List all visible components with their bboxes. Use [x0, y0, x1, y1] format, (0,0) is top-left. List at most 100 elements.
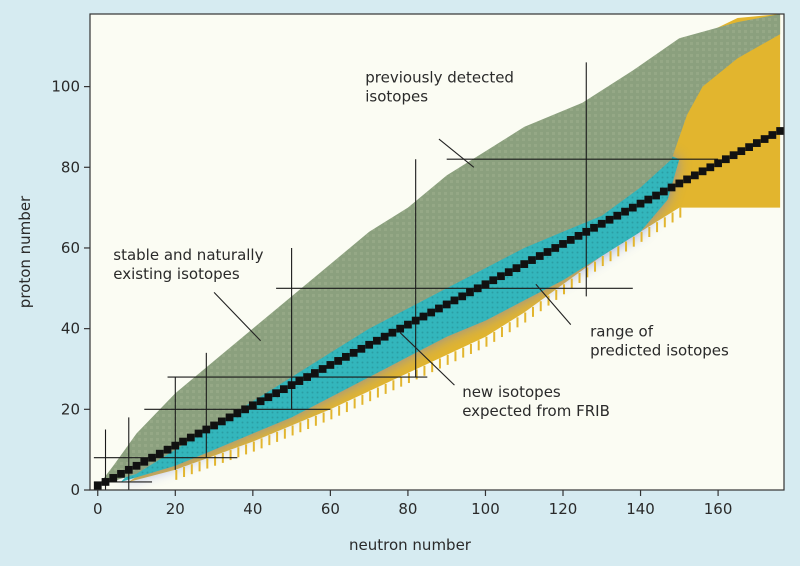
y-tick-label: 40: [61, 320, 80, 338]
stable-isotope: [148, 453, 156, 462]
stable-isotope: [117, 469, 125, 478]
stable-isotope: [481, 280, 490, 289]
stable-isotope: [652, 191, 660, 200]
stable-isotope: [760, 135, 769, 143]
predicted-step: [563, 284, 566, 295]
stable-isotope: [621, 207, 629, 216]
x-axis-title: neutron number: [349, 536, 472, 554]
stable-isotope: [241, 405, 249, 414]
annotation-line: stable and naturally: [113, 246, 263, 264]
predicted-step: [314, 415, 317, 426]
stable-isotope: [535, 252, 544, 260]
predicted-step: [322, 412, 325, 423]
predicted-step: [601, 256, 604, 267]
stable-isotope: [512, 264, 521, 273]
annotation-line: previously detected: [365, 69, 514, 87]
stable-isotope: [194, 429, 203, 438]
stable-isotope: [310, 369, 319, 377]
y-tick-label: 0: [70, 481, 80, 499]
predicted-step: [656, 222, 659, 233]
stable-isotope: [628, 203, 637, 212]
stable-isotope: [124, 465, 133, 474]
predicted-step: [353, 398, 356, 409]
x-tick-label: 0: [93, 500, 103, 518]
stable-isotope: [473, 284, 482, 293]
stable-isotope: [551, 244, 560, 252]
stable-isotope: [566, 236, 575, 244]
predicted-step: [485, 336, 488, 347]
predicted-step: [632, 236, 635, 247]
stable-isotope: [287, 381, 296, 389]
stable-isotope: [582, 227, 591, 236]
predicted-step: [245, 444, 248, 455]
stable-isotope: [404, 320, 412, 329]
annotation-line: predicted isotopes: [590, 342, 729, 360]
predicted-step: [531, 306, 534, 317]
stable-isotope: [357, 344, 366, 353]
predicted-step: [415, 369, 418, 380]
predicted-step: [594, 261, 597, 272]
predicted-step: [198, 461, 201, 472]
stable-isotope: [659, 187, 668, 196]
predicted-step: [283, 428, 286, 439]
annotation-line: range of: [590, 323, 654, 341]
predicted-step: [469, 343, 472, 354]
predicted-step: [330, 409, 333, 420]
x-tick-label: 40: [243, 500, 262, 518]
stable-isotope: [109, 474, 118, 482]
predicted-step: [609, 251, 612, 262]
y-tick-label: 100: [51, 78, 80, 96]
annotation-pointer: [399, 332, 455, 386]
stable-isotope: [155, 449, 164, 458]
predicted-step: [392, 380, 395, 391]
stable-isotope: [574, 231, 583, 240]
predicted-step: [617, 246, 620, 257]
detected-isotopes-region: [97, 14, 781, 486]
x-tick-label: 160: [704, 500, 733, 518]
stable-isotope: [559, 240, 567, 248]
annotations: previously detected isotopes stable and na…: [113, 69, 729, 421]
axes: 0 20 40 60 80 100 120 140 160 0 20 40 60 80 100: [51, 13, 785, 518]
stable-isotope: [279, 385, 288, 394]
y-tick-label: 60: [61, 239, 80, 257]
annotation-label: stable and naturally existing isotopes: [113, 246, 263, 283]
predicted-step: [547, 295, 550, 306]
stable-isotope: [590, 223, 598, 232]
y-tick-label: 80: [61, 158, 80, 176]
stable-isotope: [163, 445, 172, 454]
predicted-step: [454, 351, 457, 362]
predicted-step: [423, 365, 426, 376]
stable-isotope: [613, 211, 622, 220]
stable-isotope: [605, 215, 614, 224]
predicted-step: [260, 438, 263, 449]
magic-number-lines: [93, 62, 719, 490]
stable-isotope: [342, 353, 350, 361]
stable-isotope: [388, 328, 397, 337]
stable-isotope: [365, 340, 374, 349]
stable-isotope: [714, 159, 722, 168]
stable-isotope: [427, 308, 436, 317]
stable-isotope: [745, 143, 753, 151]
predicted-step: [361, 394, 364, 405]
plot-frame: [89, 13, 785, 491]
stable-isotope: [380, 332, 389, 341]
stable-isotope: [597, 219, 606, 228]
stable-isotope: [248, 401, 257, 410]
predicted-step: [648, 226, 651, 237]
predicted-step: [578, 272, 581, 283]
predicted-step: [539, 301, 542, 312]
x-tick-label: 100: [471, 500, 500, 518]
predicted-step: [214, 455, 217, 466]
x-tick-label: 20: [166, 500, 185, 518]
annotation-pointer: [213, 291, 261, 342]
predicted-step: [291, 425, 294, 436]
predicted-step: [640, 231, 643, 242]
x-tick-label: 80: [398, 500, 417, 518]
predicted-step: [237, 447, 240, 458]
predicted-edge-steps: [175, 207, 682, 480]
stable-isotope: [303, 373, 311, 381]
stable-isotope: [349, 348, 358, 357]
stable-isotope: [411, 316, 420, 325]
stable-isotope: [752, 139, 761, 147]
